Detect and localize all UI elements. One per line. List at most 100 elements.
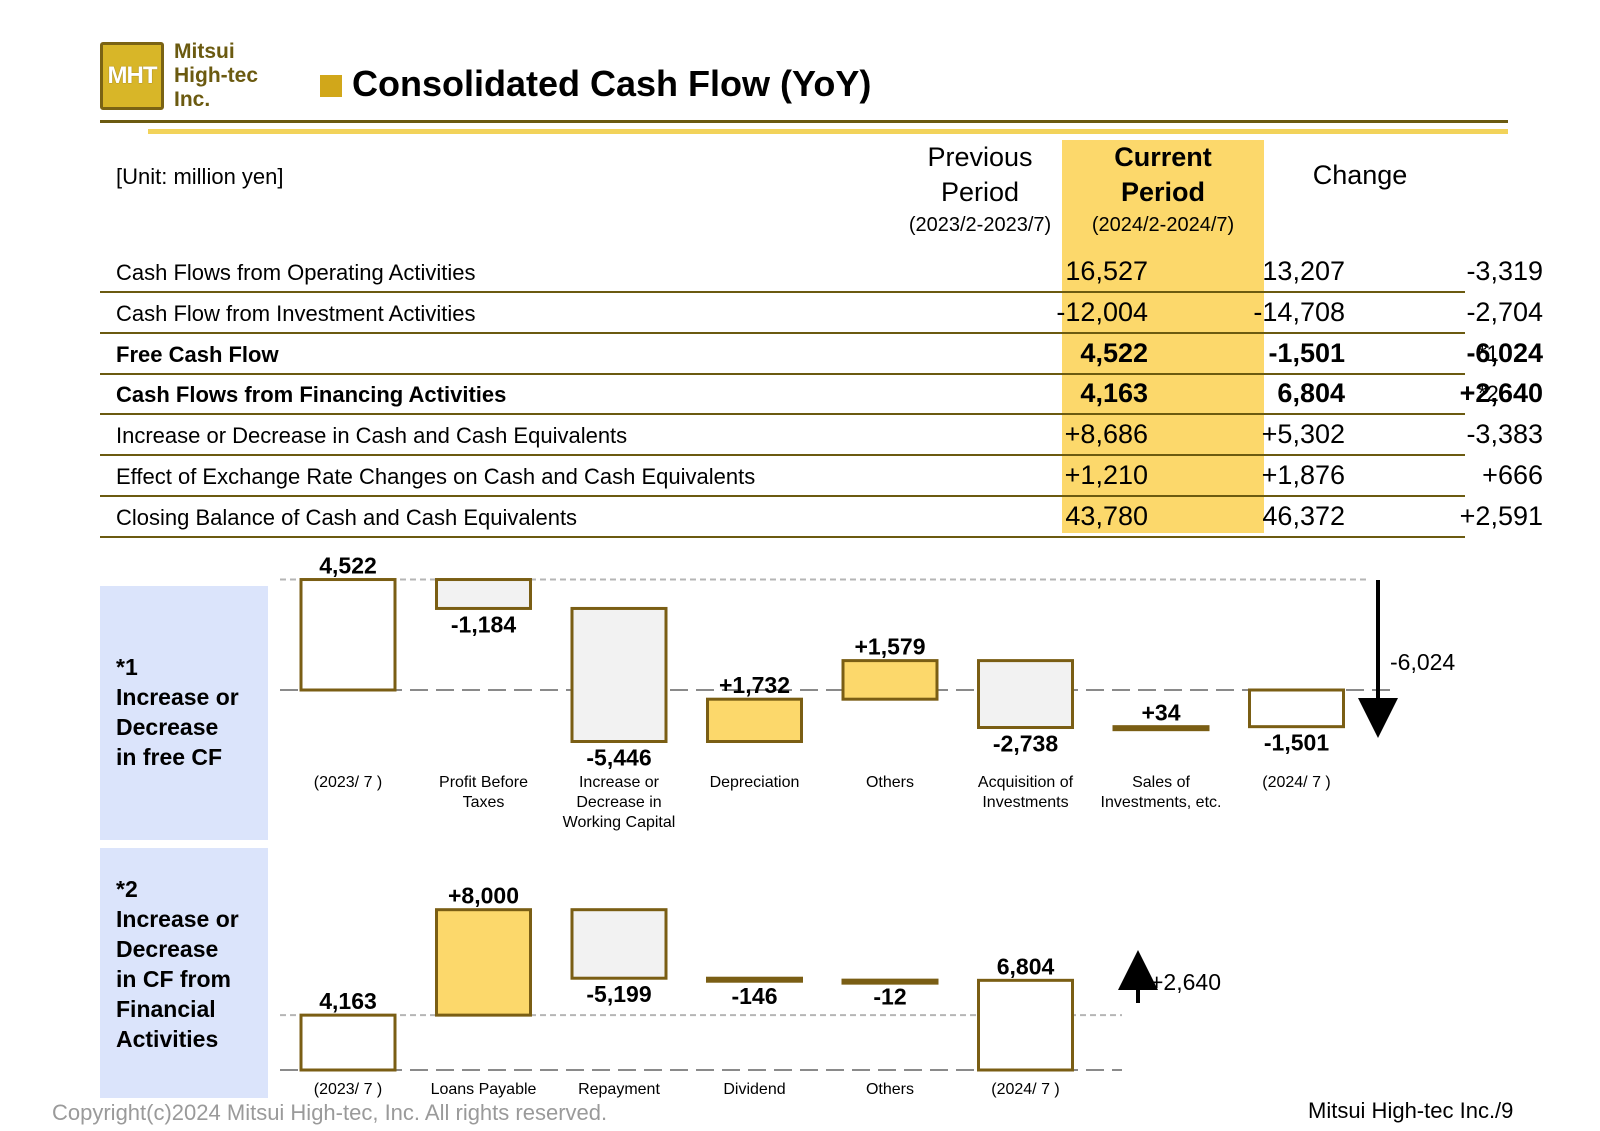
category-label: Repayment [578,1081,660,1098]
change-label: -6,024 [1390,649,1455,675]
waterfall-bar [977,659,1074,730]
row-change-value: +2,640 [1459,378,1543,409]
col-current-header: Current Period [1114,142,1212,207]
logo-text: Mitsui High-tec Inc. [174,40,258,111]
row-current-value: +5,302 [1261,419,1345,450]
panel-financing-cf-label: *2 Increase or Decrease in CF from Finan… [116,876,239,1052]
header-rule-dark [100,120,1508,123]
col-current-period: (2024/2-2024/7) [1091,214,1235,236]
row-previous-value: 43,780 [1065,500,1148,531]
waterfall-bar [570,606,668,743]
category-label: Profit Before Taxes [439,774,528,811]
current-period-highlight [1062,140,1264,533]
data-label: -146 [731,983,777,1009]
row-current-value: +1,876 [1261,460,1345,490]
row-label: Cash Flows from Operating Activities [116,260,476,285]
row-label: Effect of Exchange Rate Changes on Cash … [116,464,756,489]
row-change-value: -3,383 [1466,419,1543,450]
row-change-value: -6,024 [1466,337,1543,368]
row-change-value: +666 [1482,460,1543,490]
company-logo: MHT Mitsui High-tec Inc. [100,40,270,116]
category-label: Depreciation [710,774,800,791]
copyright: Copyright(c)2024 Mitsui High-tec, Inc. A… [52,1100,608,1125]
waterfall-bar [841,659,939,701]
waterfall-bar [841,978,939,985]
waterfall-bar [1112,725,1210,732]
row-change-value: -2,704 [1466,296,1543,327]
row-current-value: -1,501 [1268,337,1345,368]
data-label: +8,000 [448,883,519,909]
row-previous-value: 16,527 [1065,256,1148,286]
col-previous-header: Previous Period [927,142,1033,207]
data-label: -5,446 [586,744,651,770]
data-label: -1,184 [451,611,516,637]
panel-free-cf: *1 Increase or Decrease in free CF [100,586,268,840]
row-footnote-marker: *1 [1478,340,1499,366]
page-number: Mitsui High-tec Inc./9 [1308,1098,1514,1123]
header-rule-gold [148,129,1508,134]
row-footnote-marker: *2 [1478,381,1499,407]
table-row: Cash Flow from Investment Activities -12,… [100,294,1543,334]
data-label: -1,501 [1264,730,1329,756]
row-previous-value: -12,004 [1056,296,1148,327]
panel-free-cf-label: *1 Increase or Decrease in free CF [116,654,239,770]
category-label: Dividend [723,1081,785,1098]
table-row: Free Cash Flow 4,522 -1,501 -6,024 *1 [100,335,1543,375]
row-previous-value: +1,210 [1064,460,1148,490]
category-label: Loans Payable [431,1081,537,1098]
row-label: Cash Flows from Financing Activities [116,382,507,408]
data-label: +34 [1141,700,1180,726]
data-label: +1,579 [855,634,926,660]
category-label: (2024/ 7 ) [1262,774,1330,791]
waterfall-bar [570,908,668,980]
data-label: 6,804 [997,953,1055,979]
waterfall-bar [299,1013,397,1072]
category-label: Sales of Investments, etc. [1101,774,1222,811]
row-current-value: 6,804 [1277,378,1345,409]
row-label: Cash Flow from Investment Activities [116,300,476,326]
row-change-value: +2,591 [1459,500,1543,531]
category-label: Acquisition of Investments [978,774,1074,811]
logo-mark: MHT [100,42,164,110]
category-label: (2023/ 7 ) [314,774,382,791]
waterfall-bar [706,976,803,983]
table-row: Effect of Exchange Rate Changes on Cash … [100,457,1543,497]
col-change-header: Change [1312,160,1408,190]
waterfall-bar [299,578,397,692]
row-previous-value: 4,163 [1080,378,1148,409]
table-row: Closing Balance of Cash and Cash Equival… [100,498,1543,538]
row-current-value: 13,207 [1262,256,1345,286]
table-row: Cash Flows from Operating Activities 16,5… [100,253,1543,293]
title-bullet-icon [320,75,342,97]
data-label: +1,732 [719,672,790,698]
change-label: +2,640 [1150,969,1221,995]
waterfall-bar [1248,688,1345,729]
data-label: 4,163 [319,988,377,1014]
category-label: Others [866,774,914,791]
waterfall-bar [706,697,803,743]
data-label: -5,199 [586,981,651,1007]
row-current-value: 46,372 [1262,500,1345,531]
data-label: -2,738 [993,731,1058,757]
unit-label: [Unit: million yen] [116,164,284,189]
waterfall-bar [977,978,1074,1072]
row-label: Increase or Decrease in Cash and Cash Eq… [116,423,628,449]
row-label: Closing Balance of Cash and Cash Equival… [116,504,578,530]
data-label: -12 [873,983,906,1009]
free-cf-waterfall: 4,522 (2023/ 7 ) -1,184 Profit Before Taxes -… [280,553,1455,831]
table-row: Cash Flows from Financing Activities 4,16… [100,375,1543,416]
panel-financing-cf: *2 Increase or Decrease in CF from Finan… [100,848,268,1098]
row-current-value: -14,708 [1253,296,1345,327]
row-previous-value: 4,522 [1080,337,1148,368]
waterfall-bar [435,908,532,1017]
financing-cf-waterfall: 4,163 (2023/ 7 ) +8,000 Loans Payable -5,199… [280,883,1221,1098]
row-change-value: -3,319 [1466,256,1543,286]
category-label: (2023/ 7 ) [314,1081,382,1098]
page-title: Consolidated Cash Flow (YoY) [352,63,872,104]
waterfall-bar [435,578,532,610]
row-previous-value: +8,686 [1064,419,1148,450]
category-label: (2024/ 7 ) [991,1081,1059,1098]
col-previous-period: (2023/2-2023/7) [908,214,1052,236]
category-label: Increase or Decrease in Working Capital [563,774,676,831]
